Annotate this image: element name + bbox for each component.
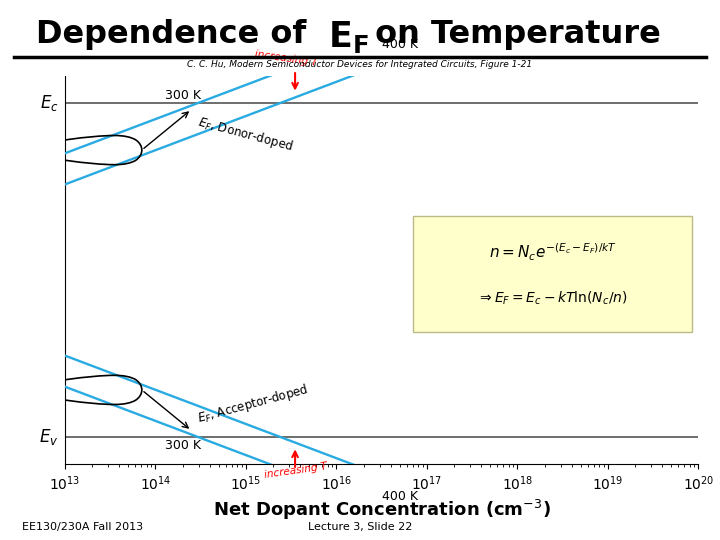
Text: increasing T: increasing T <box>264 461 328 480</box>
Text: EE130/230A Fall 2013: EE130/230A Fall 2013 <box>22 522 143 532</box>
Text: $E_F$, Donor-doped: $E_F$, Donor-doped <box>196 113 294 155</box>
Text: 300 K: 300 K <box>165 89 201 102</box>
FancyBboxPatch shape <box>413 215 692 332</box>
Text: $E_F$, Acceptor-doped: $E_F$, Acceptor-doped <box>196 381 311 427</box>
Text: $E_c$: $E_c$ <box>40 93 58 113</box>
Text: 400 K: 400 K <box>382 490 418 503</box>
Text: $\mathbf{E_F}$: $\mathbf{E_F}$ <box>328 19 368 55</box>
X-axis label: Net Dopant Concentration (cm$^{-3}$): Net Dopant Concentration (cm$^{-3}$) <box>212 498 551 522</box>
Text: on Temperature: on Temperature <box>364 19 660 50</box>
Text: 400 K: 400 K <box>382 38 418 51</box>
Text: Dependence of: Dependence of <box>36 19 318 50</box>
Text: Lecture 3, Slide 22: Lecture 3, Slide 22 <box>308 522 412 532</box>
Text: increasing T: increasing T <box>254 50 318 69</box>
Text: $\Rightarrow E_F = E_c - kT\ln(N_c/n)$: $\Rightarrow E_F = E_c - kT\ln(N_c/n)$ <box>477 289 628 307</box>
Text: C. C. Hu, Modern Semiconductor Devices for Integrated Circuits, Figure 1-21: C. C. Hu, Modern Semiconductor Devices f… <box>187 60 533 70</box>
Text: $n = N_c e^{-(E_c - E_F)/kT}$: $n = N_c e^{-(E_c - E_F)/kT}$ <box>489 241 617 263</box>
Text: $E_v$: $E_v$ <box>39 427 58 447</box>
Text: 300 K: 300 K <box>165 439 201 452</box>
